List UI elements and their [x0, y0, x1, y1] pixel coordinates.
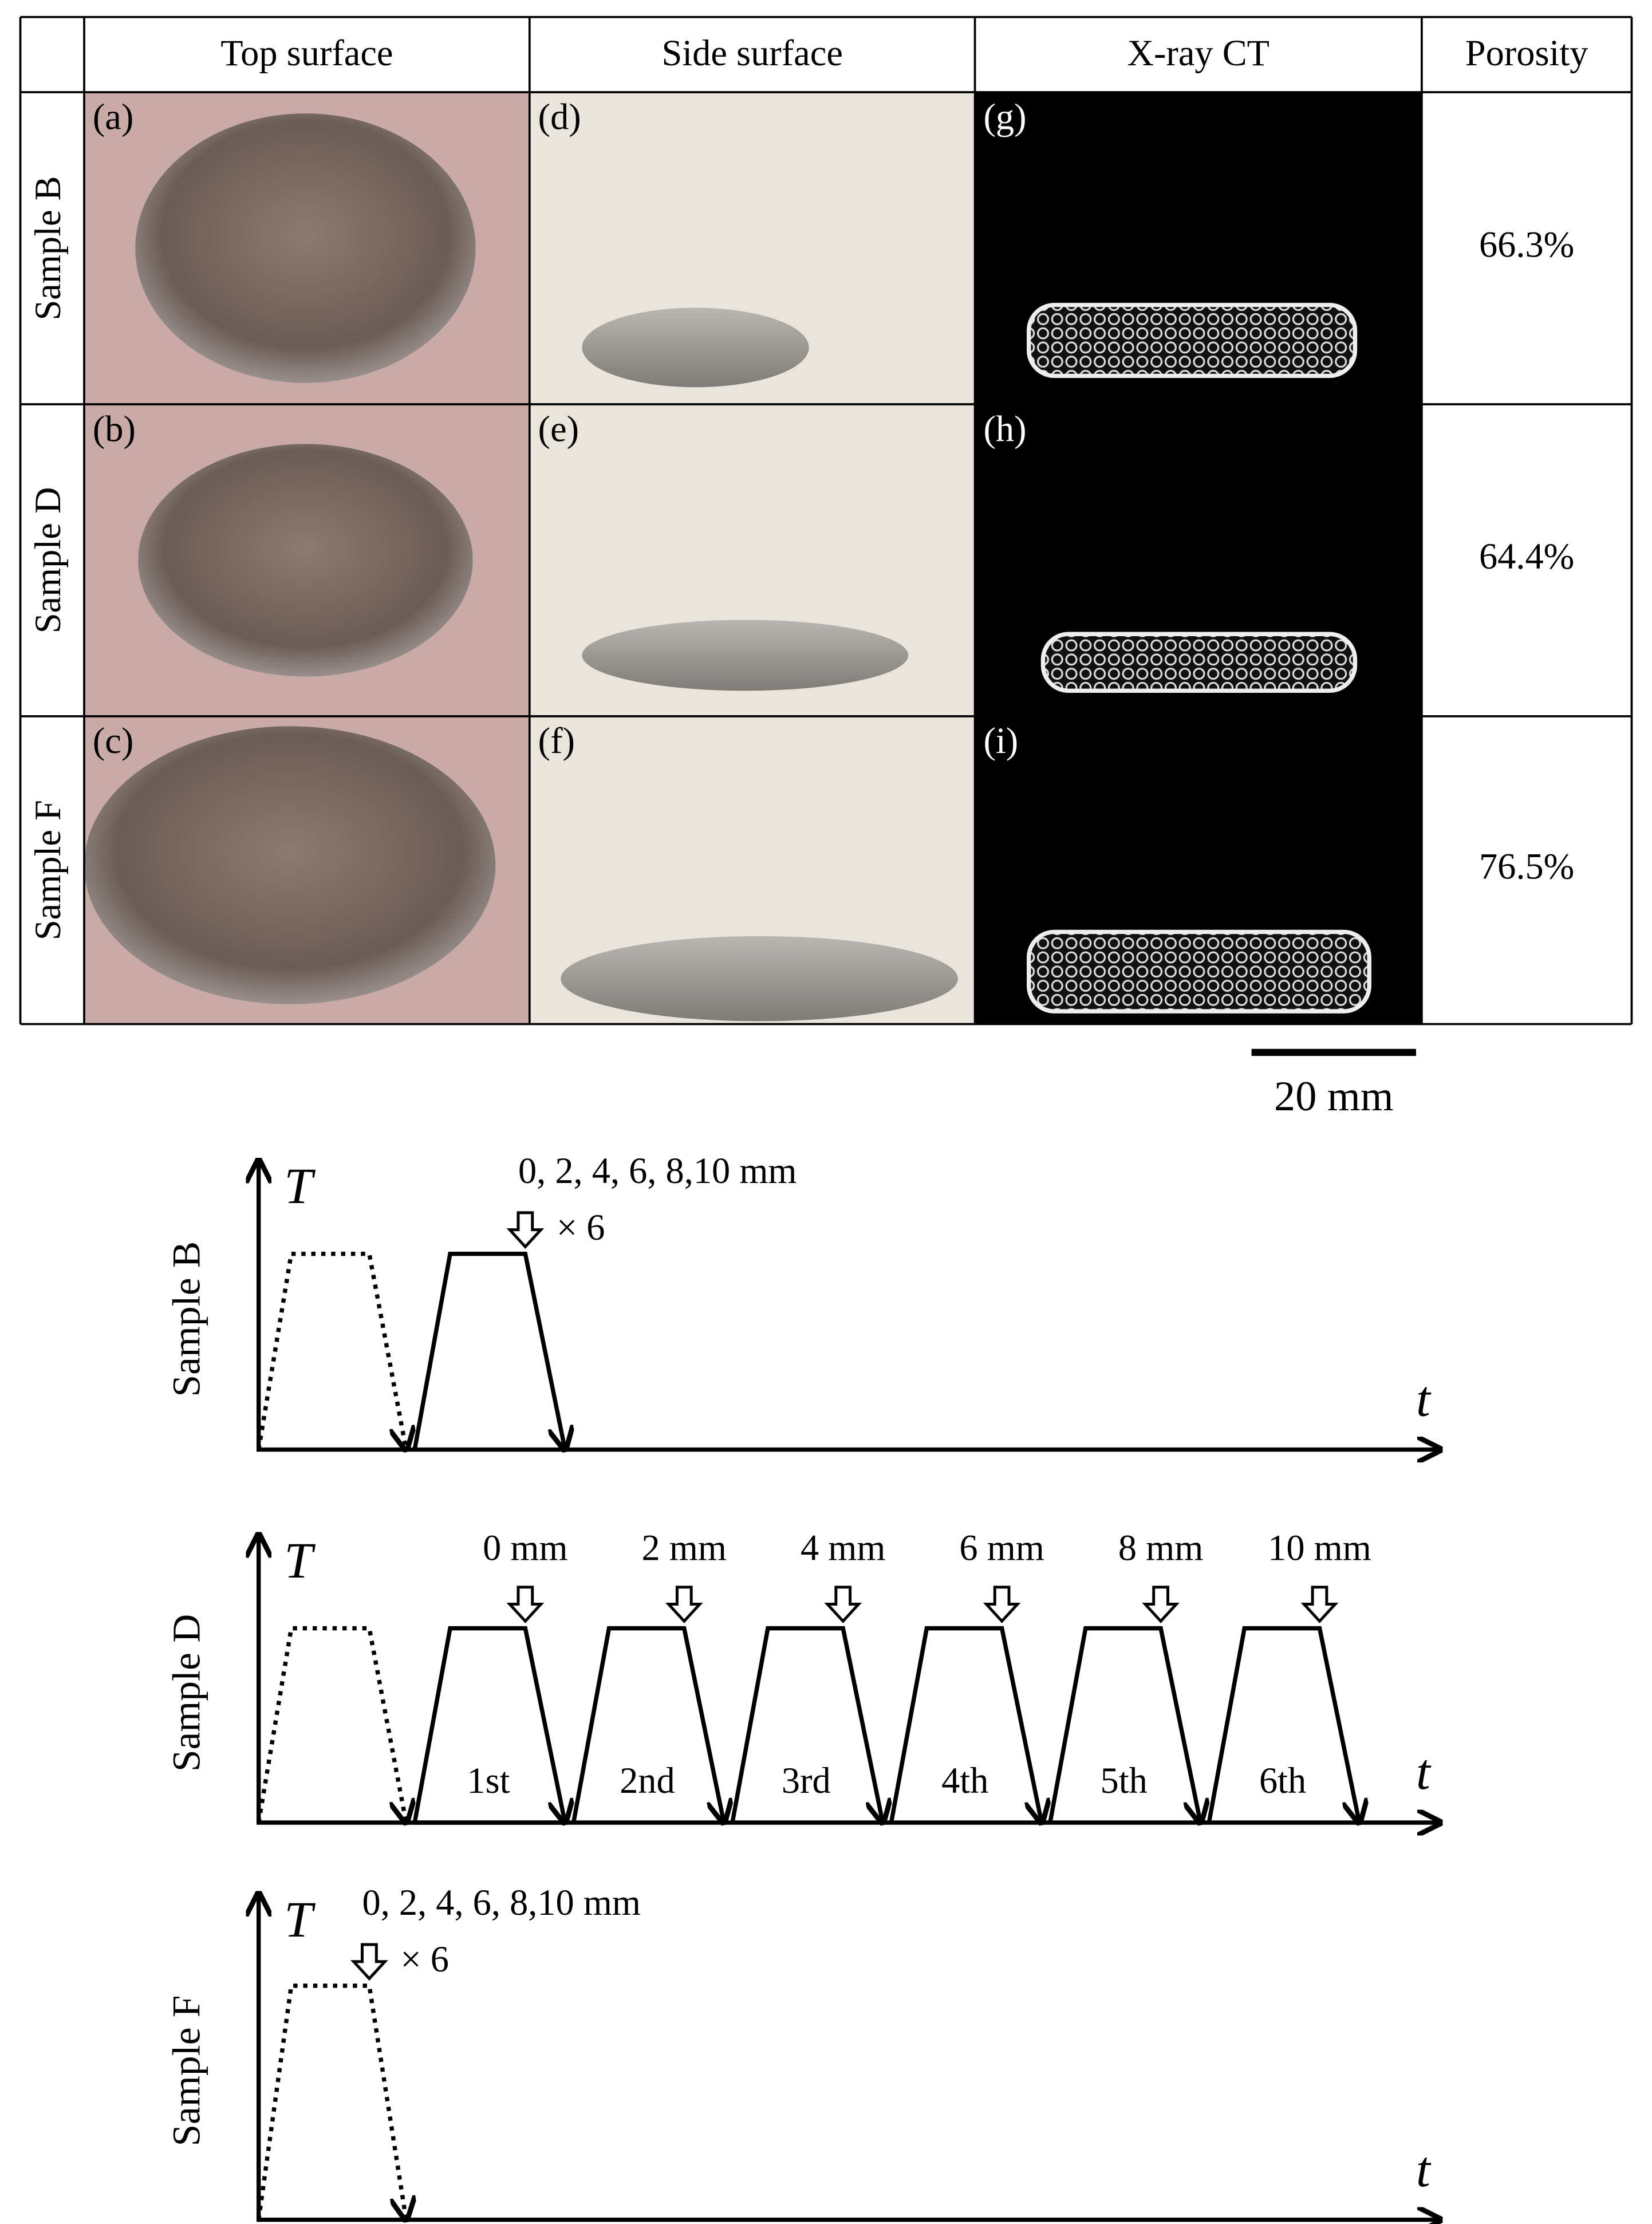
sample-side	[582, 307, 809, 388]
cycle-position: 10 mm	[1268, 1528, 1371, 1568]
panel-label: (i)	[983, 720, 1018, 761]
column-header: Side surface	[661, 33, 842, 73]
panel-label: (e)	[538, 408, 579, 449]
heat-cycle	[412, 1626, 565, 1823]
porosity-value: 76.5%	[1479, 846, 1574, 886]
cycle-label: 3rd	[782, 1760, 831, 1801]
hollow-arrow	[1300, 1586, 1339, 1623]
heat-cycle	[1207, 1626, 1359, 1823]
cycle-label: 2nd	[620, 1760, 675, 1801]
sample-top	[135, 113, 476, 383]
cycle-position: 4 mm	[801, 1528, 885, 1568]
hollow-arrow	[824, 1586, 862, 1623]
sample-top	[138, 444, 473, 677]
column-header: Porosity	[1465, 33, 1588, 73]
sample-label: Sample D	[165, 1614, 209, 1772]
hollow-arrow	[983, 1586, 1021, 1623]
y-axis-label: T	[284, 1892, 316, 1948]
table: Top surface Side surface X-ray CT Porosity S…	[19, 15, 1633, 1120]
preheat-cycle	[257, 1984, 407, 2220]
panel-label: (f)	[538, 720, 575, 761]
porosity-value: 64.4%	[1479, 536, 1574, 577]
heat-cycle	[412, 1251, 565, 1450]
cycle-label: 6th	[1259, 1760, 1306, 1801]
y-axis-label: T	[284, 1533, 316, 1589]
hollow-arrow	[665, 1586, 703, 1623]
hollow-arrow	[350, 1943, 388, 1981]
multiplier: × 6	[557, 1207, 605, 1248]
sample-ct	[1027, 302, 1358, 378]
row-label: Sample B	[27, 176, 68, 320]
panel-label: (b)	[93, 408, 136, 449]
preheat-cycle	[257, 1626, 407, 1823]
heat-cycle	[730, 1626, 883, 1823]
x-axis-label: t	[1416, 2142, 1432, 2198]
annotation: 0, 2, 4, 6, 8,10 mm	[518, 1150, 797, 1191]
cycle-position: 2 mm	[642, 1528, 727, 1568]
column-header: X-ray CT	[1127, 33, 1269, 73]
hollow-arrow	[506, 1586, 545, 1623]
sample-ct	[1027, 929, 1371, 1014]
panel-label: (d)	[538, 96, 581, 137]
panel-label: (g)	[983, 96, 1026, 137]
multiplier: × 6	[400, 1939, 449, 1979]
sample-top	[84, 726, 496, 1004]
panel-label: (c)	[93, 720, 133, 761]
sample-side	[561, 936, 958, 1022]
y-axis-label: T	[284, 1158, 316, 1214]
sample-side	[582, 620, 909, 691]
cycle-label: 5th	[1101, 1760, 1148, 1801]
panel-label: (h)	[983, 408, 1026, 449]
row-label: Sample F	[27, 800, 68, 940]
annotation: 0, 2, 4, 6, 8,10 mm	[362, 1882, 641, 1923]
hollow-arrow	[1142, 1586, 1180, 1623]
cycle-position: 6 mm	[959, 1528, 1044, 1568]
column-header: Top surface	[220, 33, 393, 73]
porosity-value: 66.3%	[1479, 224, 1574, 265]
cycle-position: 8 mm	[1118, 1528, 1203, 1568]
diagrams: Tt Sample B 0, 2, 4, 6, 8,10 mm × 6 Tt Sample…	[165, 1150, 1440, 2220]
hollow-arrow	[506, 1211, 545, 1249]
sample-label: Sample F	[165, 1996, 209, 2147]
x-axis-label: t	[1416, 1744, 1432, 1800]
sample-ct	[1040, 632, 1358, 693]
row-label: Sample D	[27, 487, 68, 634]
heat-cycle	[571, 1626, 724, 1823]
cycle-label: 4th	[941, 1760, 988, 1801]
heat-cycle	[889, 1626, 1042, 1823]
panel-label: (a)	[93, 96, 133, 137]
heat-cycle	[1048, 1626, 1201, 1823]
cycle-position: 0 mm	[483, 1528, 567, 1568]
sample-label: Sample B	[165, 1241, 209, 1397]
scale-bar-label: 20 mm	[1274, 1073, 1393, 1120]
x-axis-label: t	[1416, 1371, 1432, 1428]
axes	[259, 1160, 1440, 1449]
cycle-label: 1st	[467, 1760, 510, 1801]
preheat-cycle	[257, 1251, 407, 1450]
